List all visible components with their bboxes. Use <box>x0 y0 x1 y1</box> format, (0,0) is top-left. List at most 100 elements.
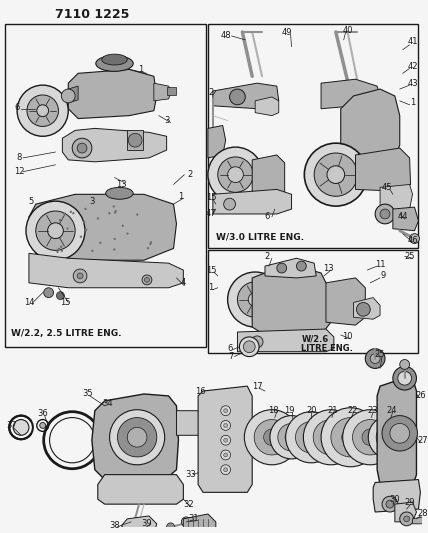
Circle shape <box>91 250 93 252</box>
Circle shape <box>113 248 116 251</box>
Text: 20: 20 <box>306 406 316 415</box>
Text: 12: 12 <box>14 167 24 176</box>
Polygon shape <box>68 69 157 118</box>
Bar <box>166 87 176 95</box>
Polygon shape <box>62 128 166 162</box>
Text: W/2.2, 2.5 LITRE ENG.: W/2.2, 2.5 LITRE ENG. <box>11 329 122 338</box>
Circle shape <box>26 201 85 260</box>
Circle shape <box>13 419 29 435</box>
Circle shape <box>99 241 101 244</box>
Text: LITRE ENG.: LITRE ENG. <box>301 344 353 353</box>
Circle shape <box>108 212 110 214</box>
Circle shape <box>61 89 75 103</box>
Circle shape <box>117 417 157 457</box>
Text: 7110 1225: 7110 1225 <box>56 8 130 21</box>
Ellipse shape <box>96 55 133 71</box>
Circle shape <box>404 516 410 522</box>
Circle shape <box>27 95 59 126</box>
Text: 47: 47 <box>205 209 216 219</box>
Text: 42: 42 <box>407 62 418 71</box>
Circle shape <box>77 143 87 153</box>
Circle shape <box>166 523 175 531</box>
Circle shape <box>321 408 380 467</box>
Circle shape <box>390 424 410 443</box>
Circle shape <box>238 282 273 317</box>
Text: 7: 7 <box>228 352 233 361</box>
Circle shape <box>136 213 139 216</box>
Text: 4: 4 <box>181 278 186 287</box>
Circle shape <box>221 450 231 460</box>
Circle shape <box>400 360 410 369</box>
Polygon shape <box>354 297 380 319</box>
Text: 34: 34 <box>102 399 113 408</box>
Circle shape <box>251 336 263 348</box>
Text: 13: 13 <box>323 264 333 272</box>
Circle shape <box>110 410 165 465</box>
Polygon shape <box>198 386 252 492</box>
Polygon shape <box>265 259 316 278</box>
Circle shape <box>254 419 290 455</box>
Circle shape <box>221 435 231 445</box>
Circle shape <box>142 275 152 285</box>
Text: 15: 15 <box>205 265 216 274</box>
Text: W/2.6: W/2.6 <box>301 334 329 343</box>
Circle shape <box>295 422 327 453</box>
Circle shape <box>400 512 413 526</box>
Polygon shape <box>377 378 416 489</box>
Circle shape <box>366 349 385 368</box>
Circle shape <box>97 217 99 220</box>
Circle shape <box>343 410 398 465</box>
Text: 2: 2 <box>208 88 214 98</box>
Circle shape <box>375 204 395 224</box>
Circle shape <box>208 147 263 202</box>
Text: 11: 11 <box>375 260 385 269</box>
Text: 29: 29 <box>404 498 415 507</box>
Text: 45: 45 <box>382 183 392 192</box>
Polygon shape <box>255 97 279 116</box>
Circle shape <box>380 209 390 219</box>
Text: W/3.0 LITRE ENG.: W/3.0 LITRE ENG. <box>216 232 304 241</box>
Polygon shape <box>252 155 285 199</box>
Circle shape <box>353 419 388 455</box>
Circle shape <box>285 411 337 463</box>
Circle shape <box>221 421 231 430</box>
Text: 6: 6 <box>227 344 232 353</box>
Circle shape <box>66 227 68 230</box>
Text: 24: 24 <box>386 406 397 415</box>
Circle shape <box>114 210 117 212</box>
Text: 22: 22 <box>347 406 358 415</box>
Circle shape <box>304 143 367 206</box>
Circle shape <box>37 105 49 117</box>
Text: 13: 13 <box>116 180 127 189</box>
Circle shape <box>77 273 83 279</box>
Text: 32: 32 <box>183 499 193 508</box>
Circle shape <box>331 417 370 457</box>
Circle shape <box>128 133 142 147</box>
Polygon shape <box>213 189 291 214</box>
Text: 16: 16 <box>195 386 205 395</box>
Polygon shape <box>393 207 419 231</box>
Text: 28: 28 <box>417 510 428 519</box>
Text: 19: 19 <box>284 406 295 415</box>
Text: 18: 18 <box>268 406 279 415</box>
Circle shape <box>393 366 416 390</box>
Circle shape <box>248 293 262 306</box>
Circle shape <box>368 416 412 459</box>
Circle shape <box>127 427 147 447</box>
Text: 26: 26 <box>415 391 426 400</box>
Circle shape <box>74 228 76 231</box>
Circle shape <box>61 249 63 252</box>
Polygon shape <box>252 266 331 339</box>
Circle shape <box>342 429 360 446</box>
Text: 1: 1 <box>208 283 214 292</box>
Polygon shape <box>380 184 413 214</box>
Text: 25: 25 <box>404 252 415 261</box>
Text: 3: 3 <box>89 197 95 206</box>
Circle shape <box>224 468 228 472</box>
Text: 41: 41 <box>407 37 418 46</box>
Text: 2: 2 <box>187 170 193 179</box>
Polygon shape <box>356 148 410 191</box>
Bar <box>208 251 419 353</box>
Bar <box>208 24 419 248</box>
Circle shape <box>59 219 61 221</box>
